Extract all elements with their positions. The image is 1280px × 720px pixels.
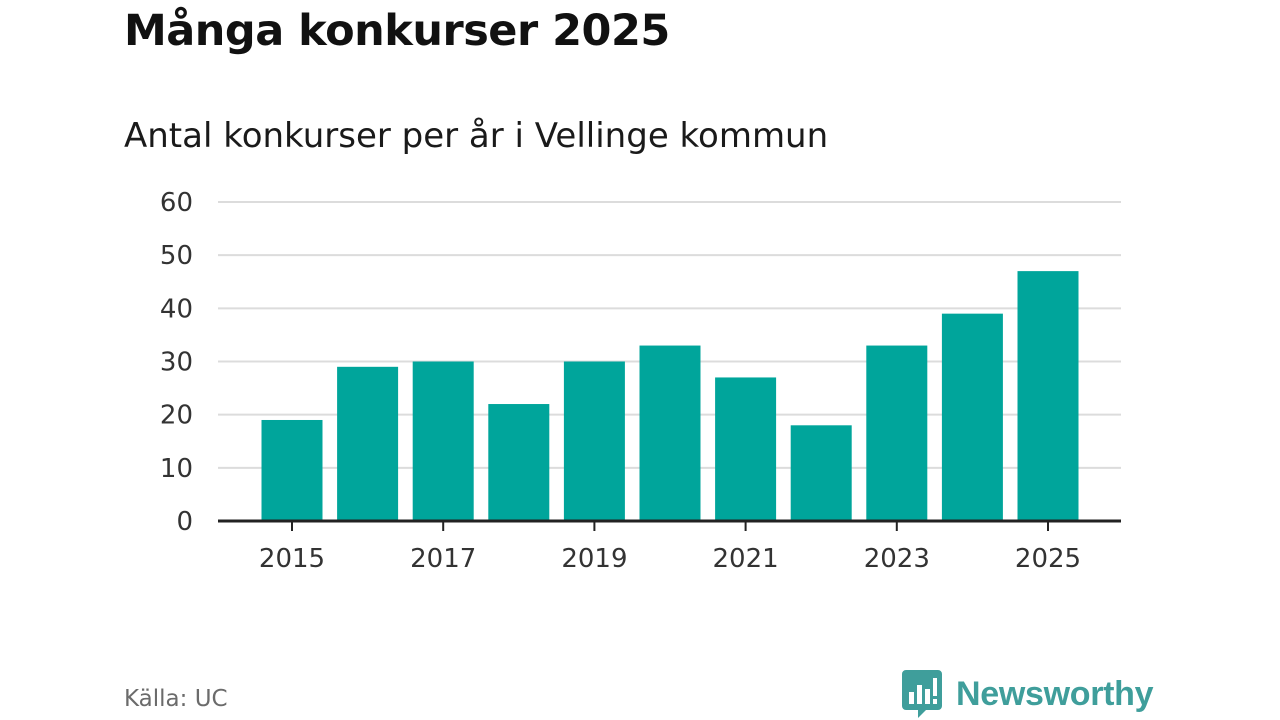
- bar-2019: [563, 361, 625, 521]
- x-tick-label: 2017: [410, 544, 476, 574]
- y-tick-label: 40: [160, 294, 193, 324]
- x-tick-label: 2023: [864, 544, 930, 574]
- bar-2024: [941, 313, 1003, 521]
- y-tick-label: 30: [160, 348, 193, 378]
- chart-subtitle: Antal konkurser per år i Vellinge kommun: [124, 116, 829, 156]
- bar-2015: [261, 419, 323, 521]
- newsworthy-logo: Newsworthy: [902, 670, 1154, 718]
- y-tick-label: 60: [160, 188, 193, 218]
- bar-2018: [488, 404, 550, 521]
- bar-2020: [639, 345, 701, 521]
- brand-name: Newsworthy: [956, 674, 1154, 713]
- x-tick-label: 2015: [259, 544, 325, 574]
- x-tick-label: 2021: [713, 544, 779, 574]
- x-tick-label: 2019: [561, 544, 627, 574]
- y-tick-label: 20: [160, 401, 193, 431]
- y-tick-label: 10: [160, 454, 193, 484]
- bar-2025: [1017, 271, 1079, 521]
- bar-chart: 0 10 20 30 40 50 60 2015 2017 2019 2021 2023 2025: [160, 188, 1121, 574]
- x-tick-label: 2025: [1015, 544, 1081, 574]
- bar-2022: [790, 425, 852, 521]
- bar-2016: [337, 366, 399, 521]
- source-note: Källa: UC: [124, 686, 228, 712]
- y-tick-label: 0: [176, 507, 193, 537]
- bar-2017: [412, 361, 474, 521]
- chart-title: Många konkurser 2025: [124, 6, 670, 56]
- bar-2021: [715, 377, 777, 521]
- bar-2023: [866, 345, 928, 521]
- y-tick-label: 50: [160, 241, 193, 271]
- newsworthy-logo-icon: [902, 670, 942, 718]
